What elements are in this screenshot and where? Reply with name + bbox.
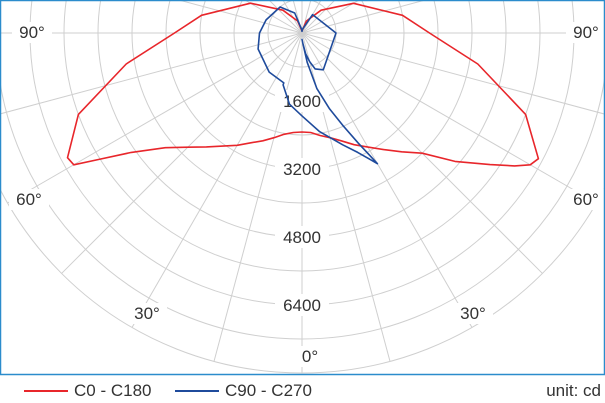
angle-label: 90° [573, 23, 599, 42]
angle-label-bg [127, 303, 167, 324]
grid-spoke [301, 32, 473, 328]
unit-label: unit: cd [546, 381, 601, 400]
grid-spoke [301, 0, 322, 34]
radial-tick-bg [275, 158, 329, 180]
angle-label-bg [566, 22, 605, 43]
grid-spoke [301, 32, 597, 204]
radial-tick-label: 3200 [283, 160, 321, 179]
legend: C0 - C180 C90 - C270 unit: cd [0, 378, 605, 403]
angle-label: 30° [134, 304, 160, 323]
grid-spoke [243, 0, 303, 34]
angle-label: 0° [302, 347, 318, 366]
angle-label-bg [566, 189, 605, 210]
angle-label: 60° [16, 190, 42, 209]
legend-label-c0-c180: C0 - C180 [74, 381, 152, 400]
legend-item-c90-c270: C90 - C270 [175, 381, 312, 401]
radial-tick-bg [275, 294, 329, 316]
angle-labels: 90° 60° 30° 0° 30° 60° 90° [9, 22, 605, 367]
radial-tick-bg [275, 226, 329, 248]
series-layer [66, 2, 540, 167]
grid-spoke [301, 0, 428, 34]
angle-label: 90° [19, 23, 45, 42]
radial-tick-bg [275, 90, 329, 112]
series-line-c90-c270 [257, 6, 379, 165]
radial-tick-label: 4800 [283, 228, 321, 247]
angle-label: 30° [460, 304, 486, 323]
angle-label-bg [453, 303, 493, 324]
grid-spoke [131, 32, 303, 328]
radial-tick-label: 6400 [283, 296, 321, 315]
angle-label-bg [9, 189, 49, 210]
legend-label-c90-c270: C90 - C270 [225, 381, 312, 400]
grid-spoke [176, 0, 303, 34]
grid-spoke [7, 32, 303, 204]
legend-item-c0-c180: C0 - C180 [24, 381, 151, 401]
grid-spoke [61, 32, 303, 274]
grid-spoke [301, 32, 605, 115]
legend-swatch-c0-c180 [24, 390, 68, 392]
angle-label: 60° [573, 190, 599, 209]
polar-grid [0, 0, 605, 374]
grid-spoke [0, 32, 303, 115]
grid-spoke [213, 32, 303, 362]
grid-spoke [282, 0, 303, 34]
angle-label-bg [290, 346, 330, 367]
legend-swatch-c90-c270 [175, 390, 219, 392]
grid-spoke [301, 0, 361, 34]
angle-label-bg [12, 22, 52, 43]
